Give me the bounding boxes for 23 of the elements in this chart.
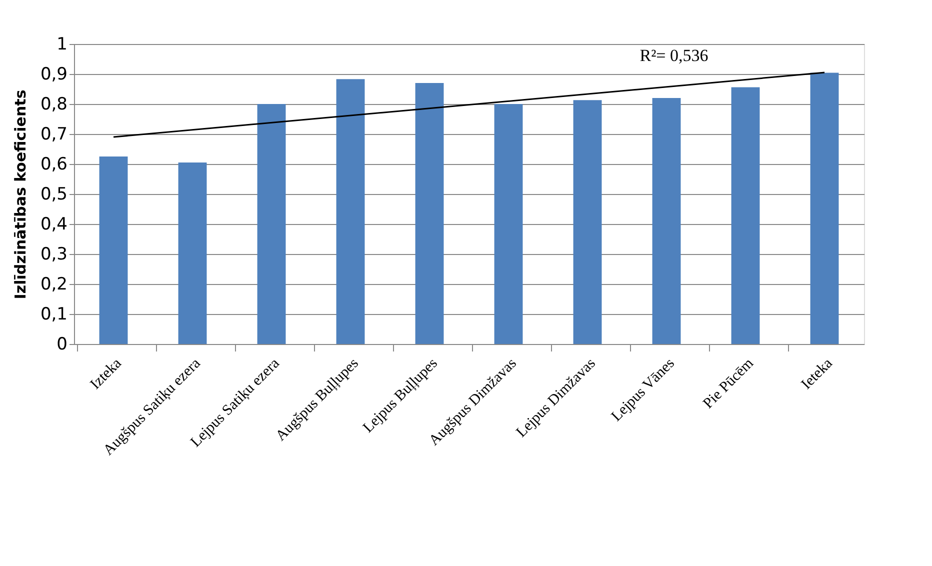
- bar: [652, 98, 681, 344]
- y-tick-label: 0,8: [40, 94, 68, 114]
- bar: [99, 156, 128, 344]
- bar: [573, 100, 602, 344]
- y-axis-title: Izlīdzinātības koeficients: [11, 90, 30, 300]
- bar: [415, 83, 444, 344]
- y-tick-label: 0,7: [40, 124, 68, 144]
- bar: [336, 79, 365, 344]
- y-tick-label: 0,5: [40, 184, 68, 204]
- bar: [810, 72, 839, 344]
- bar: [257, 104, 286, 344]
- bar: [731, 87, 760, 344]
- y-tick-label: 0,6: [40, 154, 68, 174]
- y-tick-label: 0: [56, 334, 68, 354]
- annotation: R²= 0,536: [640, 46, 708, 65]
- y-tick-label: 0,2: [40, 274, 68, 294]
- y-tick-label: 0,4: [40, 214, 68, 234]
- y-tick-label: 0,9: [40, 64, 68, 84]
- y-tick-label: 1: [56, 34, 68, 54]
- y-tick-label: 0,3: [40, 244, 68, 264]
- bar: [494, 104, 523, 344]
- y-tick-label: 0,1: [40, 304, 68, 324]
- bar: [178, 162, 207, 344]
